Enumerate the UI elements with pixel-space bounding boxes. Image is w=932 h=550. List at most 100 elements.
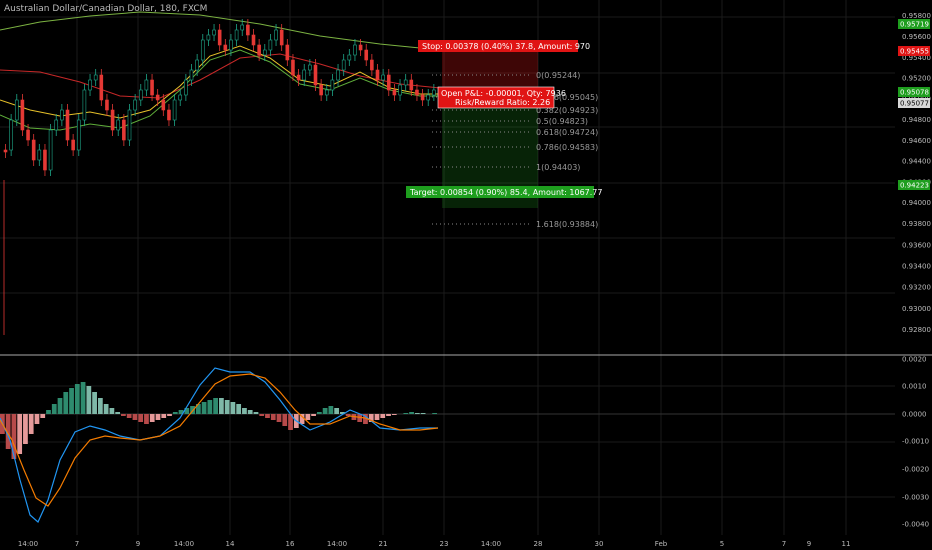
time-tick-label: 9 xyxy=(136,540,140,548)
price-tag xyxy=(898,19,930,29)
histogram-bar xyxy=(368,414,374,422)
price-tick-label: 0.95600 xyxy=(902,33,931,41)
time-tick-label: 7 xyxy=(75,540,79,548)
price-tag xyxy=(898,46,930,56)
histogram-bar xyxy=(270,414,276,420)
stop-label: Stop: 0.00378 (0.40%) 37.8, Amount: 970 xyxy=(422,42,590,51)
candlesticks xyxy=(3,19,436,335)
candle-body xyxy=(353,44,357,56)
fib-level-label: 0.786(0.94583) xyxy=(536,143,598,152)
histogram-bar xyxy=(276,414,282,422)
candle-body xyxy=(234,29,239,41)
histogram-bar xyxy=(172,412,178,414)
histogram-bar xyxy=(97,398,103,414)
histogram-bar xyxy=(391,414,397,415)
candle-body xyxy=(291,59,295,76)
histogram-bar xyxy=(34,414,40,424)
candle-body xyxy=(189,69,194,81)
histogram-bar xyxy=(242,408,247,414)
histogram-bar xyxy=(403,413,409,414)
price-tick-label: 0.95800 xyxy=(902,12,931,20)
time-tick-label: 28 xyxy=(534,540,543,548)
target-label-box[interactable] xyxy=(406,186,594,198)
candle-body xyxy=(223,44,228,51)
candle-body xyxy=(127,109,132,141)
fib-level-label: 0.5(0.94823) xyxy=(536,117,588,126)
histogram-bar xyxy=(161,414,167,418)
histogram-bar xyxy=(311,414,316,416)
fib-level-label: 0.236(0.95045) xyxy=(536,93,598,102)
candle-body xyxy=(144,79,149,91)
macd-axis[interactable]: 0.0020 0.0010 0.0000 -0.0010 -0.0020 -0.0030 -… xyxy=(902,356,929,529)
macd-tick-label: 0.0020 xyxy=(902,356,927,364)
histogram-bar xyxy=(265,414,270,418)
candle-body xyxy=(9,119,13,151)
candle-body xyxy=(206,34,211,41)
histogram-bar xyxy=(386,414,391,416)
candle-body xyxy=(358,44,363,51)
histogram-bar xyxy=(305,414,311,420)
ma-mid-line xyxy=(0,53,441,99)
time-tick-label: 21 xyxy=(379,540,388,548)
histogram-bar xyxy=(74,384,80,414)
fib-labels: 0(0.95244) 0.236(0.95045) 0.382(0.94923) 0.… xyxy=(536,71,598,229)
candle-body xyxy=(178,94,183,101)
histogram-bar xyxy=(334,408,340,414)
histogram-bar xyxy=(184,408,190,414)
histogram-bar xyxy=(115,412,121,414)
histogram-bar xyxy=(299,414,305,424)
candle-body xyxy=(341,59,346,71)
candle-body xyxy=(296,74,301,81)
candle-body xyxy=(251,34,256,46)
price-tick-label: 0.93400 xyxy=(902,262,931,270)
price-tag-label: 0.94223 xyxy=(900,182,929,190)
candle-body xyxy=(308,64,312,71)
macd-tick-label: -0.0030 xyxy=(902,494,929,502)
stop-label-box[interactable] xyxy=(418,40,578,52)
histogram-bar xyxy=(345,414,351,416)
histogram-bar xyxy=(86,386,92,414)
histogram-bar xyxy=(340,412,345,414)
candle-body xyxy=(161,99,166,111)
candle-body xyxy=(302,69,307,81)
histogram-bar xyxy=(380,414,386,418)
histogram-bar xyxy=(247,410,253,414)
pnl-label-box[interactable] xyxy=(437,86,555,109)
candle-body xyxy=(392,89,397,96)
histogram-bar xyxy=(5,414,11,449)
candle-body xyxy=(37,149,42,161)
histogram-bar xyxy=(28,414,34,434)
candle-body xyxy=(105,99,109,111)
time-axis[interactable]: 14:00 7 9 14:00 14 16 14:00 21 23 14:00 28 30 Feb 5 7 9… xyxy=(18,540,851,548)
histogram-bar xyxy=(195,404,201,414)
price-tags: 0.95719 0.95455 0.95078 0.95077 0.94223 xyxy=(898,19,930,190)
candle-body xyxy=(375,69,380,81)
candle-body xyxy=(93,74,98,81)
time-tick-label: 5 xyxy=(720,540,724,548)
candle-body xyxy=(31,139,36,161)
time-tick-label: 14:00 xyxy=(174,540,194,548)
histogram-bar xyxy=(149,414,155,422)
histogram-bar xyxy=(288,414,293,430)
candle-body xyxy=(43,149,47,171)
price-tick-label: 0.95400 xyxy=(902,54,931,62)
candle-body xyxy=(133,99,137,111)
candle-body xyxy=(99,74,104,101)
candle-body xyxy=(420,94,425,101)
histogram-bar xyxy=(23,414,28,444)
price-tick-label: 0.92800 xyxy=(902,326,931,334)
candle-body xyxy=(403,79,408,86)
candle-body xyxy=(409,79,414,91)
candle-body xyxy=(262,49,267,56)
candle-body xyxy=(240,24,245,31)
price-tick-label: 0.94800 xyxy=(902,116,931,124)
price-tag-label: 0.95077 xyxy=(900,100,929,108)
candle-body xyxy=(257,44,261,56)
candle-body xyxy=(26,129,30,141)
price-tick-label: 0.93000 xyxy=(902,305,931,313)
candle-body xyxy=(184,79,188,96)
signal-line xyxy=(0,373,439,507)
price-axis[interactable]: 0.958000.956000.954000.952000.950000.948… xyxy=(902,12,931,334)
time-tick-label: 9 xyxy=(807,540,811,548)
